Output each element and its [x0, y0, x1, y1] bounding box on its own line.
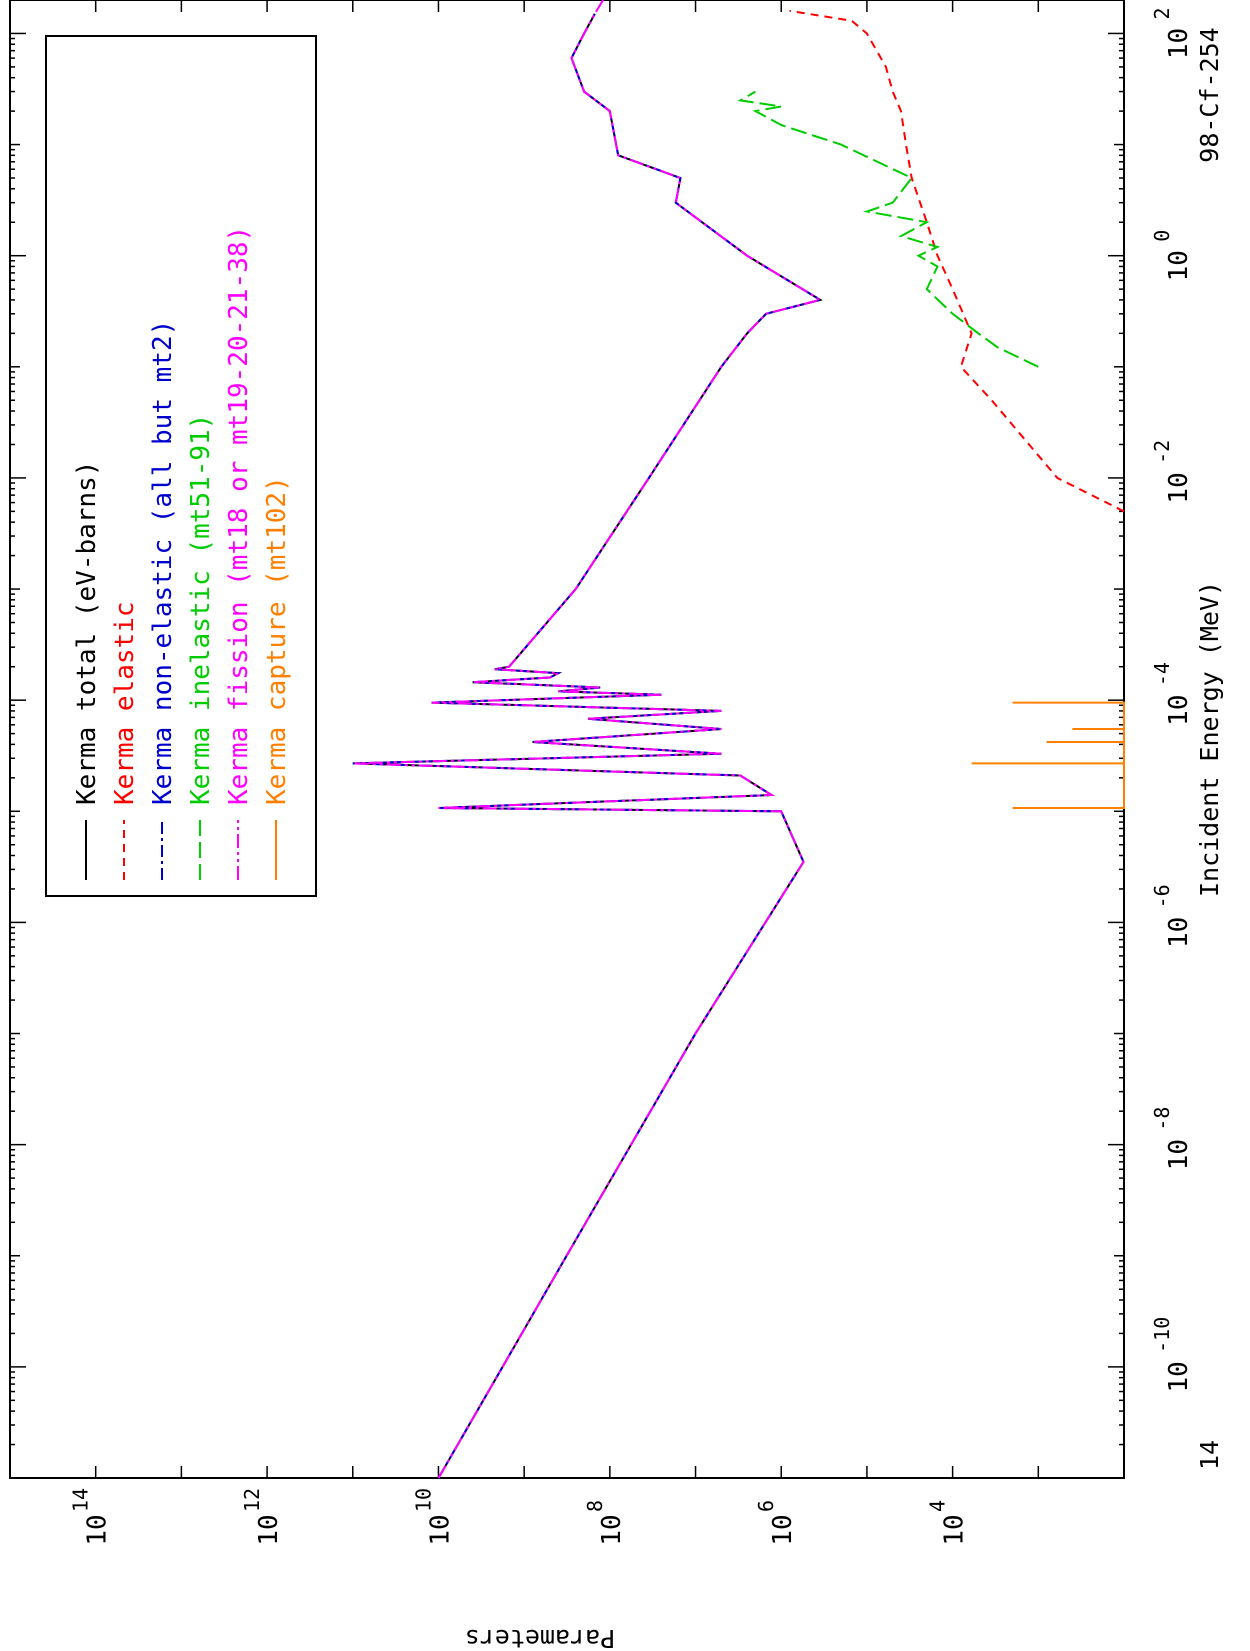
legend-prefix: Kerma: [148, 711, 178, 805]
x-tick-label: 10 2: [1150, 7, 1194, 59]
x-tick-exponent: -2: [1150, 440, 1174, 464]
corner-label: 14: [1195, 1440, 1224, 1470]
x-tick-label: 10-10: [1150, 1317, 1194, 1393]
series-lines: [352, 0, 1125, 1479]
legend-text: fission (mt18 or mt19-20-21-38): [224, 226, 254, 711]
series-line-kerma-elastic: [789, 9, 1125, 513]
x-tick-exponent: -4: [1150, 662, 1174, 686]
series-line-kerma-capture: [971, 701, 1125, 809]
plot-area: Kerma total (eV-barns)Kerma elasticKerma…: [9, 0, 1224, 1651]
y-tick-exponent: 10: [411, 1488, 435, 1512]
axis-ticks: [9, 0, 1125, 1479]
y-tick-label: 108: [583, 1500, 627, 1546]
legend-entry: Kerma inelastic (mt51-91): [186, 414, 216, 805]
y-tick-exponent: 14: [69, 1488, 93, 1512]
x-tick-label: 10-8: [1150, 1107, 1194, 1171]
legend-text: elastic: [110, 602, 140, 712]
x-tick-exponent: 0: [1150, 230, 1174, 242]
y-tick-base: 10: [940, 1514, 970, 1545]
legend-text: inelastic (mt51-91): [186, 414, 216, 711]
x-tick-label: 10-6: [1150, 884, 1194, 948]
legend-label: Kerma capture (mt102): [262, 476, 292, 805]
x-tick-base: 10: [1164, 28, 1194, 59]
legend: Kerma total (eV-barns)Kerma elasticKerma…: [45, 35, 317, 897]
series-line-kerma-inelastic: [737, 90, 1039, 368]
x-tick-label: 10-4: [1150, 662, 1194, 726]
legend-text: non-elastic (all but mt2): [148, 320, 178, 711]
x-tick-base: 10: [1164, 250, 1194, 281]
y-axis-title: Parameters: [465, 1624, 616, 1651]
legend-prefix: Kerma: [262, 711, 292, 805]
y-tick-base: 10: [254, 1514, 284, 1545]
legend-label: Kerma non-elastic (all but mt2): [148, 320, 178, 805]
y-tick-exponent: 6: [754, 1500, 778, 1512]
x-tick-exponent: -6: [1150, 884, 1174, 908]
x-tick-base: 10: [1164, 1139, 1194, 1170]
y-tick-base: 10: [768, 1514, 798, 1545]
legend-label: Kerma fission (mt18 or mt19-20-21-38): [224, 226, 254, 805]
legend-label: Kerma total (eV-barns): [72, 461, 102, 805]
y-tick-base: 10: [597, 1514, 627, 1545]
legend-entry: Kerma total (eV-barns): [72, 461, 102, 805]
axis-labels: 10-1010-810-610-410-21001021041061081010…: [69, 7, 1224, 1651]
x-tick-exponent: -8: [1150, 1107, 1174, 1131]
y-tick-label: 106: [754, 1500, 798, 1546]
y-tick-base: 10: [425, 1514, 455, 1545]
legend-entry: Kerma non-elastic (all but mt2): [148, 320, 178, 805]
legend-prefix: Kerma: [110, 711, 140, 805]
x-tick-base: 10: [1164, 472, 1194, 503]
x-tick-base: 10: [1164, 917, 1194, 948]
legend-entry: Kerma elastic: [110, 602, 140, 806]
legend-text: capture (mt102): [262, 476, 292, 711]
y-tick-exponent: 4: [926, 1500, 950, 1512]
legend-prefix: Kerma: [72, 711, 102, 805]
legend-text: total (eV-barns): [72, 461, 102, 711]
legend-entry: Kerma capture (mt102): [262, 476, 292, 805]
series-line-kerma-fission: [352, 0, 823, 1479]
x-tick-exponent: 2: [1150, 7, 1174, 19]
material-label: 98-Cf-254: [1195, 27, 1224, 162]
x-tick-label: 10 0: [1150, 230, 1194, 282]
y-tick-exponent: 8: [583, 1500, 607, 1512]
x-tick-base: 10: [1164, 695, 1194, 726]
legend-label: Kerma inelastic (mt51-91): [186, 414, 216, 805]
x-tick-base: 10: [1164, 1361, 1194, 1392]
y-tick-exponent: 12: [240, 1488, 264, 1512]
legend-label: Kerma elastic: [110, 602, 140, 806]
y-tick-label: 104: [926, 1500, 970, 1546]
legend-box: [45, 35, 317, 897]
y-tick-base: 10: [83, 1514, 113, 1545]
x-tick-exponent: -10: [1150, 1317, 1174, 1353]
legend-prefix: Kerma: [186, 711, 216, 805]
x-axis-title: Incident Energy (MeV): [1195, 581, 1224, 897]
legend-prefix: Kerma: [224, 711, 254, 805]
x-tick-label: 10-2: [1150, 440, 1194, 504]
legend-entry: Kerma fission (mt18 or mt19-20-21-38): [224, 226, 254, 805]
